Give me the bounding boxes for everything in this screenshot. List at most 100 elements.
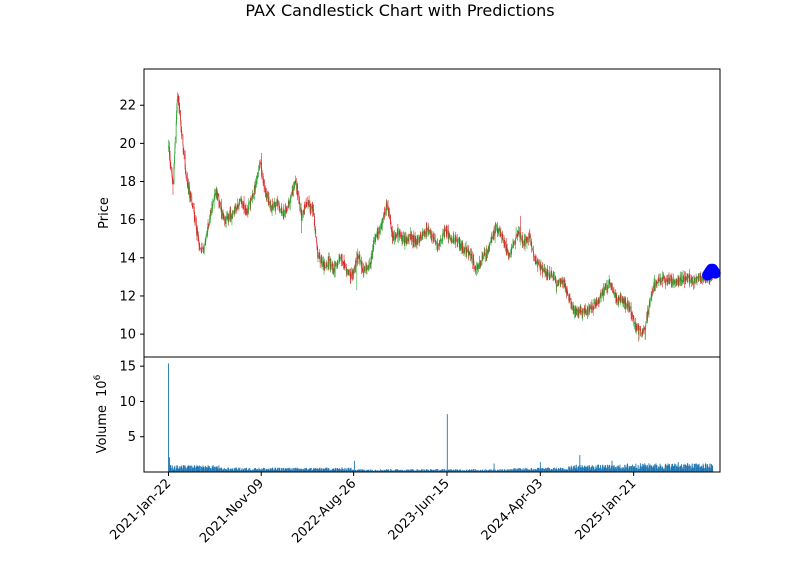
candle (426, 227, 428, 233)
candle (606, 284, 608, 294)
candle (347, 269, 349, 275)
candle-body (668, 281, 670, 283)
candle-body (198, 235, 199, 241)
candle (450, 235, 452, 243)
candle-body (392, 231, 393, 238)
volume-bar (524, 468, 526, 472)
candle (354, 265, 355, 274)
candle-body (402, 235, 404, 239)
volume-bar (650, 465, 652, 472)
candle (196, 225, 197, 236)
volume-bar (375, 469, 377, 472)
candle-body (350, 272, 351, 278)
candle (217, 192, 218, 201)
volume-bar (295, 468, 297, 472)
volume-bar (663, 468, 665, 472)
candle (676, 278, 677, 287)
candle-body (578, 309, 580, 314)
candle (245, 208, 247, 211)
candle-body (212, 201, 214, 203)
volume-bar (703, 468, 705, 472)
candle (607, 279, 609, 293)
volume-bar (292, 468, 294, 472)
candle-body (676, 282, 677, 284)
candle-body (633, 317, 635, 320)
candle-body (515, 238, 517, 240)
candle-body (517, 232, 519, 236)
candle-body (386, 205, 387, 211)
volume-bar (407, 469, 409, 472)
volume-bar (473, 469, 475, 472)
candle-body (644, 329, 646, 334)
candle-body (293, 187, 294, 191)
candle-body (663, 275, 664, 279)
candle-body (323, 260, 324, 265)
candle-body (488, 247, 489, 254)
candle-body (555, 279, 557, 281)
candle-body (692, 281, 693, 283)
volume-bar (431, 469, 433, 472)
volume-bar (343, 468, 345, 472)
candle (276, 199, 278, 204)
candle (623, 297, 624, 308)
candle (677, 276, 679, 286)
candle (475, 261, 477, 277)
volume-bar (317, 468, 319, 472)
candle (190, 191, 192, 202)
candle-body (199, 244, 200, 246)
candle-body (214, 196, 215, 200)
volume-bar (313, 468, 314, 472)
volume-bar (672, 463, 673, 472)
candle (388, 208, 390, 216)
volume-bar (552, 468, 554, 472)
candle (408, 234, 410, 245)
candle-body (250, 199, 252, 206)
candle-body (493, 234, 494, 235)
candle (618, 297, 620, 301)
candle (395, 232, 397, 243)
volume-bar (391, 470, 392, 472)
candle (392, 230, 394, 245)
volume-bar (598, 467, 600, 472)
candle (244, 204, 245, 214)
candle-body (633, 324, 635, 327)
candle (311, 201, 313, 209)
candle (658, 273, 660, 282)
candle-body (680, 277, 681, 281)
candle-body (179, 105, 180, 108)
candle (609, 282, 611, 287)
candle-body (443, 232, 445, 234)
volume-bar (652, 467, 653, 472)
candle-body (381, 221, 383, 229)
candle-body (231, 216, 233, 220)
candle-body (302, 211, 304, 215)
candle (502, 233, 504, 241)
candle-body (354, 268, 356, 269)
candle-body (484, 253, 486, 256)
volume-bar (335, 468, 337, 472)
volume-bar (449, 469, 450, 472)
candle (431, 230, 432, 243)
candle (572, 301, 574, 315)
candle (541, 264, 543, 270)
candle-body (172, 180, 174, 185)
candle (455, 236, 457, 243)
candle-body (222, 215, 224, 218)
candle-body (637, 325, 639, 329)
volume-bar (475, 470, 477, 472)
candle (230, 206, 232, 214)
candle-body (434, 237, 436, 241)
candle-body (562, 279, 564, 283)
price-y-tick-label: 16 (119, 213, 136, 228)
candle (220, 201, 222, 211)
candle-body (219, 203, 221, 205)
candle (495, 221, 497, 234)
candle-body (300, 207, 302, 215)
candle-body (611, 286, 613, 292)
candle-body (656, 282, 658, 284)
volume-axes-frame (143, 356, 721, 473)
candle-body (451, 238, 453, 243)
candle-body (346, 269, 348, 271)
candle (678, 276, 680, 286)
candle (526, 239, 528, 249)
